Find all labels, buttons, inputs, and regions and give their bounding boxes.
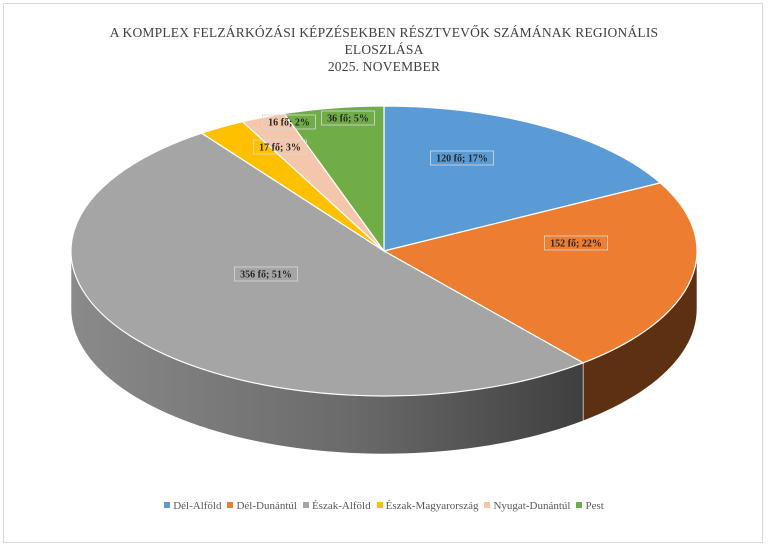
- legend-swatch: [164, 502, 171, 509]
- data-label--szak-magyarorsz-g: 17 fő; 3%: [253, 139, 307, 155]
- legend-label: Pest: [585, 500, 604, 512]
- data-label-box: [321, 110, 375, 126]
- pie-slices: [70, 105, 698, 397]
- legend-item-d-l-alf-ld: Dél-Alföld: [164, 500, 221, 512]
- legend-label: Nyugat-Dunántúl: [493, 500, 571, 512]
- legend-swatch: [302, 502, 309, 509]
- data-label-box: [429, 150, 494, 166]
- data-label-text: 16 fő; 2%: [268, 118, 310, 129]
- data-label-text: 120 fő; 17%: [436, 154, 488, 165]
- legend-item-pest: Pest: [576, 500, 604, 512]
- legend-label: Dél-Dunántúl: [236, 500, 297, 512]
- data-label-box: [233, 266, 298, 282]
- legend-swatch: [376, 502, 383, 509]
- data-label-box: [262, 114, 316, 130]
- data-labels: 120 fő; 17% 152 fő; 22% 356 fő; 51% 17 fő; …: [233, 110, 609, 282]
- chart-title-line-1: A KOMPLEX FELZÁRKÓZÁSI KÉPZÉSEKBEN RÉSZT…: [109, 25, 659, 40]
- chart-title-line-2: ELOSZLÁSA: [344, 42, 424, 57]
- pie-slice--szak-alf-ld: [70, 132, 585, 397]
- legend: Dél-Alföld Dél-Dunántúl Észak-Alföld Észak-…: [0, 500, 768, 512]
- data-label-nyugat-dun-nt-l: 16 fő; 2%: [262, 114, 316, 130]
- legend-swatch: [484, 502, 491, 509]
- legend-label: Dél-Alföld: [173, 500, 222, 512]
- legend-item--szak-alf-ld: Észak-Alföld: [302, 500, 371, 512]
- pie-slice-d-l-dun-nt-l: [382, 182, 698, 364]
- data-label-text: 152 fő; 22%: [550, 239, 602, 250]
- pie-slice-d-l-alf-ld: [383, 105, 662, 252]
- data-label-text: 356 fő; 51%: [240, 270, 292, 281]
- chart-title: A KOMPLEX FELZÁRKÓZÁSI KÉPZÉSEKBEN RÉSZT…: [0, 24, 768, 75]
- data-label-d-l-alf-ld: 120 fő; 17%: [429, 150, 494, 166]
- legend-item--szak-magyarorsz-g: Észak-Magyarország: [376, 500, 479, 512]
- legend-swatch: [227, 502, 234, 509]
- legend-label: Észak-Magyarország: [385, 500, 479, 512]
- pie-slice-pest: [283, 105, 385, 253]
- data-label--szak-alf-ld: 356 fő; 51%: [233, 266, 298, 282]
- data-label-text: 36 fő; 5%: [327, 114, 369, 125]
- data-label-box: [253, 139, 307, 155]
- data-label-box: [544, 235, 609, 251]
- legend-label: Észak-Alföld: [311, 500, 371, 512]
- data-label-text: 17 fő; 3%: [259, 143, 301, 154]
- data-label-d-l-dun-nt-l: 152 fő; 22%: [544, 235, 609, 251]
- legend-item-d-l-dun-nt-l: Dél-Dunántúl: [227, 500, 297, 512]
- legend-item-nyugat-dun-nt-l: Nyugat-Dunántúl: [484, 500, 570, 512]
- legend-swatch: [576, 502, 583, 509]
- chart-title-line-3: 2025. NOVEMBER: [327, 59, 441, 74]
- data-label-pest: 36 fő; 5%: [321, 110, 375, 126]
